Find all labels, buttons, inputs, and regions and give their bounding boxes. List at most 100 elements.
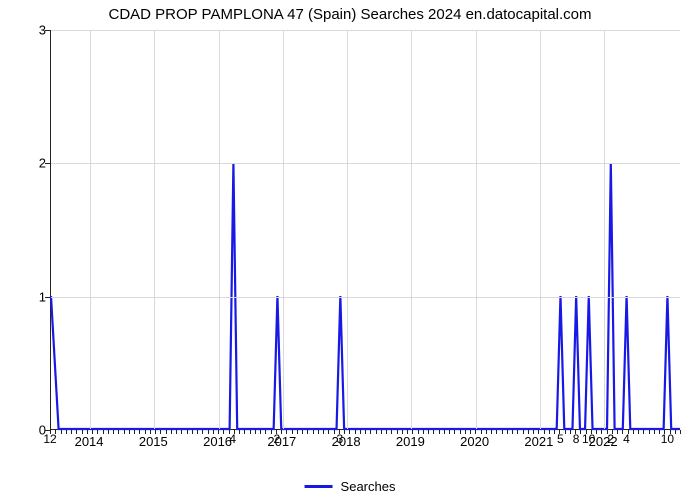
x-tick-mark	[129, 430, 130, 434]
spike-value-label: 3	[336, 432, 343, 446]
x-tick-mark	[281, 430, 282, 434]
y-tick-label: 2	[26, 156, 46, 171]
gridline-v	[283, 30, 284, 429]
gridline-h	[51, 30, 680, 31]
x-tick-mark	[71, 430, 72, 434]
x-tick-mark	[255, 430, 256, 434]
legend-label: Searches	[341, 479, 396, 494]
x-tick-mark	[470, 430, 471, 434]
x-tick-mark	[223, 430, 224, 434]
x-tick-mark	[181, 430, 182, 434]
x-tick-mark	[118, 430, 119, 434]
x-tick-mark	[323, 430, 324, 434]
x-tick-mark	[92, 430, 93, 434]
x-tick-mark	[334, 430, 335, 434]
y-tick-mark	[45, 297, 50, 298]
x-tick-mark	[460, 430, 461, 434]
x-tick-mark	[412, 430, 413, 434]
spike-value-label: 10	[661, 432, 674, 446]
legend-swatch	[305, 485, 333, 488]
x-tick-label: 2017	[267, 434, 296, 449]
x-tick-mark	[171, 430, 172, 434]
x-tick-mark	[307, 430, 308, 434]
x-tick-mark	[349, 430, 350, 434]
x-tick-mark	[82, 430, 83, 434]
x-tick-mark	[370, 430, 371, 434]
x-tick-mark	[134, 430, 135, 434]
x-tick-mark	[617, 430, 618, 434]
y-tick-label: 1	[26, 289, 46, 304]
spike-value-label: 12	[43, 432, 56, 446]
x-tick-mark	[638, 430, 639, 434]
x-tick-mark	[239, 430, 240, 434]
x-tick-label: 2014	[75, 434, 104, 449]
x-tick-mark	[260, 430, 261, 434]
spike-value-label: 2	[607, 432, 614, 446]
x-tick-mark	[87, 430, 88, 434]
x-tick-mark	[271, 430, 272, 434]
gridline-v	[476, 30, 477, 429]
x-tick-mark	[381, 430, 382, 434]
plot-area	[50, 30, 680, 430]
x-tick-mark	[418, 430, 419, 434]
x-tick-mark	[386, 430, 387, 434]
x-tick-mark	[654, 430, 655, 434]
x-tick-mark	[475, 430, 476, 434]
x-tick-mark	[187, 430, 188, 434]
x-tick-mark	[376, 430, 377, 434]
x-tick-mark	[502, 430, 503, 434]
x-tick-mark	[286, 430, 287, 434]
gridline-v	[540, 30, 541, 429]
x-tick-mark	[166, 430, 167, 434]
x-tick-mark	[397, 430, 398, 434]
x-tick-mark	[496, 430, 497, 434]
x-tick-label: 2015	[139, 434, 168, 449]
x-tick-mark	[155, 430, 156, 434]
x-tick-mark	[680, 430, 681, 434]
x-tick-mark	[549, 430, 550, 434]
x-tick-mark	[313, 430, 314, 434]
x-tick-mark	[328, 430, 329, 434]
y-tick-mark	[45, 163, 50, 164]
x-tick-mark	[61, 430, 62, 434]
gridline-v	[154, 30, 155, 429]
x-tick-mark	[512, 430, 513, 434]
x-tick-mark	[528, 430, 529, 434]
x-tick-mark	[302, 430, 303, 434]
x-tick-mark	[649, 430, 650, 434]
x-tick-mark	[250, 430, 251, 434]
spike-value-label: 5	[557, 432, 564, 446]
x-tick-mark	[150, 430, 151, 434]
spike-value-label: 2	[273, 432, 280, 446]
x-tick-mark	[523, 430, 524, 434]
x-tick-mark	[538, 430, 539, 434]
x-tick-mark	[391, 430, 392, 434]
x-tick-mark	[465, 430, 466, 434]
x-tick-mark	[570, 430, 571, 434]
x-tick-mark	[160, 430, 161, 434]
x-tick-mark	[176, 430, 177, 434]
x-tick-mark	[66, 430, 67, 434]
x-tick-mark	[643, 430, 644, 434]
x-tick-mark	[139, 430, 140, 434]
spike-value-label: 4	[623, 432, 630, 446]
chart-title: CDAD PROP PAMPLONA 47 (Spain) Searches 2…	[0, 6, 700, 23]
x-tick-mark	[355, 430, 356, 434]
x-tick-mark	[76, 430, 77, 434]
x-tick-mark	[433, 430, 434, 434]
x-tick-mark	[208, 430, 209, 434]
x-tick-mark	[213, 430, 214, 434]
x-tick-mark	[481, 430, 482, 434]
gridline-v	[411, 30, 412, 429]
x-tick-label: 2020	[460, 434, 489, 449]
gridline-v	[347, 30, 348, 429]
x-tick-mark	[344, 430, 345, 434]
spike-value-label: 8	[573, 432, 580, 446]
spike-value-label: 10	[582, 432, 595, 446]
x-tick-label: 2016	[203, 434, 232, 449]
gridline-h	[51, 163, 680, 164]
x-tick-mark	[402, 430, 403, 434]
x-tick-label: 2021	[524, 434, 553, 449]
x-tick-mark	[97, 430, 98, 434]
x-tick-mark	[454, 430, 455, 434]
